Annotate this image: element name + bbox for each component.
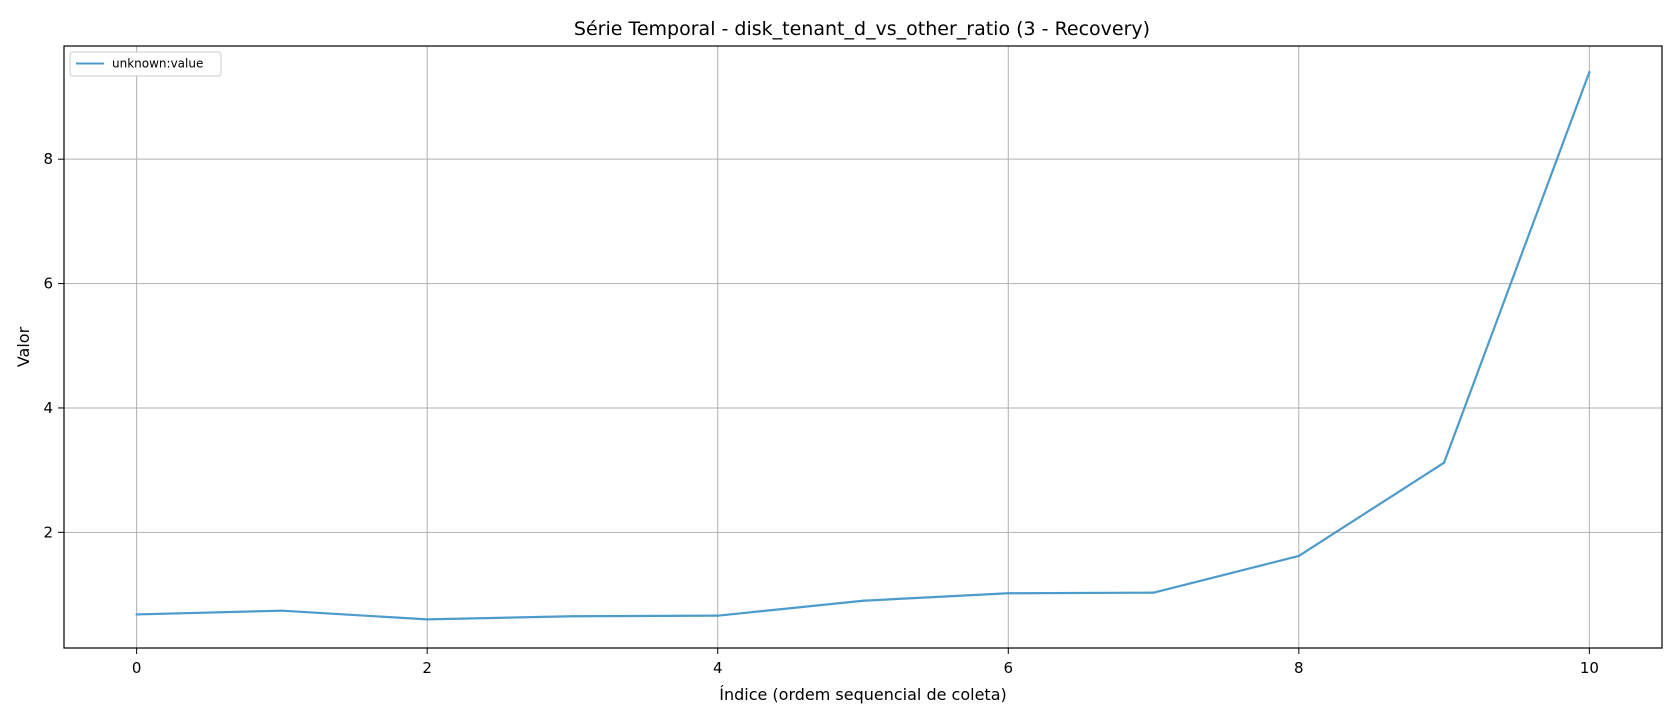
series-layer: [135, 70, 1591, 621]
data-point: [135, 613, 138, 616]
data-point: [1297, 554, 1301, 558]
data-point: [1152, 591, 1155, 594]
data-point: [425, 618, 429, 621]
legend-label: unknown:value: [112, 57, 203, 71]
y-tick-label: 6: [43, 275, 53, 293]
x-axis-title: Índice (ordem sequencial de coleta): [719, 685, 1007, 704]
y-tick-label: 8: [43, 150, 53, 168]
y-tick-label: 4: [43, 399, 53, 417]
data-point: [1007, 592, 1010, 595]
series-line: [136, 71, 1591, 621]
data-point: [280, 609, 284, 612]
legend-box: [69, 51, 222, 77]
x-tick-label: 10: [1580, 659, 1599, 677]
plot-frame: [63, 45, 1663, 649]
y-tick-label: 2: [43, 523, 53, 541]
x-tick-label: 0: [132, 659, 142, 677]
x-tick-label: 6: [1003, 659, 1013, 677]
grid: [64, 46, 1662, 648]
y-axis-title: Valor: [14, 326, 33, 367]
data-point: [1442, 461, 1446, 464]
data-point: [716, 614, 719, 617]
chart-title: Série Temporal - disk_tenant_d_vs_other_…: [574, 18, 1150, 40]
legend: unknown:value: [69, 51, 222, 77]
x-tick-label: 8: [1294, 659, 1304, 677]
x-tick-label: 4: [713, 659, 723, 677]
data-point: [1588, 70, 1591, 74]
ticks: 0 2 4 6 8 10 2 4 6 8: [43, 150, 1598, 677]
data-point: [571, 615, 574, 618]
data-point: [861, 599, 865, 602]
x-tick-label: 2: [422, 659, 432, 677]
